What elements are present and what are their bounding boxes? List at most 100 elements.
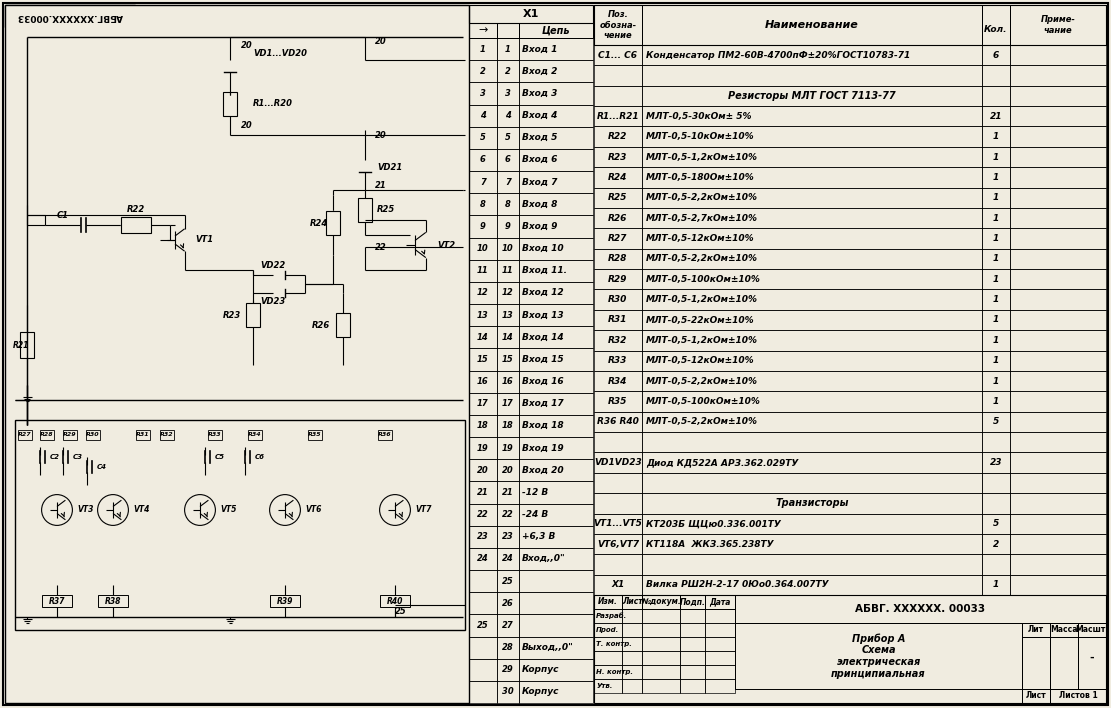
Bar: [86, 430, 100, 440]
Bar: [594, 651, 622, 665]
Bar: [642, 229, 982, 249]
Text: 1: 1: [993, 295, 999, 304]
Bar: [735, 595, 1105, 623]
Text: 1: 1: [993, 275, 999, 284]
Text: 2: 2: [506, 67, 511, 76]
Bar: [1078, 623, 1105, 637]
Bar: [1010, 452, 1105, 473]
Text: Вход 12: Вход 12: [522, 288, 563, 297]
Text: VT4: VT4: [133, 506, 149, 515]
Bar: [16, 420, 466, 630]
Bar: [497, 503, 519, 525]
Bar: [982, 45, 1010, 65]
Polygon shape: [273, 289, 286, 297]
Text: R28: R28: [609, 254, 628, 263]
Bar: [519, 615, 593, 636]
Bar: [469, 193, 497, 215]
Text: 1: 1: [993, 214, 999, 222]
Text: Корпус: Корпус: [522, 687, 560, 697]
Text: Прибор А
Схема
электрическая
принципиальная: Прибор А Схема электрическая принципиаль…: [831, 634, 925, 679]
Text: 19: 19: [502, 444, 514, 452]
Bar: [594, 534, 642, 554]
Text: X1: X1: [611, 581, 624, 589]
Text: Т. контр.: Т. контр.: [595, 641, 632, 647]
Bar: [497, 615, 519, 636]
Bar: [1010, 86, 1105, 106]
Bar: [705, 637, 735, 651]
Bar: [497, 282, 519, 304]
Text: 18: 18: [477, 421, 489, 430]
Bar: [594, 350, 642, 371]
Text: МЛТ-0,5-22кОм±10%: МЛТ-0,5-22кОм±10%: [645, 316, 754, 324]
Text: R26: R26: [312, 321, 330, 329]
Bar: [1010, 229, 1105, 249]
Bar: [642, 513, 982, 534]
Bar: [982, 290, 1010, 310]
Text: R27: R27: [609, 234, 628, 243]
Bar: [497, 481, 519, 503]
Text: 20: 20: [502, 466, 514, 475]
Bar: [982, 269, 1010, 290]
Bar: [594, 167, 642, 188]
Bar: [469, 105, 497, 127]
Bar: [1022, 637, 1050, 689]
Bar: [982, 554, 1010, 575]
Bar: [1078, 637, 1105, 689]
Bar: [519, 459, 593, 481]
Bar: [642, 595, 680, 609]
Bar: [469, 615, 497, 636]
Bar: [594, 595, 1105, 703]
Bar: [594, 609, 622, 623]
Bar: [336, 313, 350, 337]
Text: Н. контр.: Н. контр.: [595, 669, 633, 675]
Bar: [469, 503, 497, 525]
Bar: [497, 260, 519, 282]
Text: Масшт.: Масшт.: [1075, 625, 1109, 634]
Text: C4: C4: [97, 464, 107, 470]
Text: Транзисторы: Транзисторы: [775, 498, 849, 508]
Bar: [705, 623, 735, 637]
Text: 5: 5: [506, 133, 511, 142]
Text: VD21: VD21: [377, 163, 402, 171]
Bar: [519, 38, 593, 60]
Text: VD22: VD22: [260, 261, 286, 270]
Bar: [1010, 147, 1105, 167]
Text: МЛТ-0,5-2,2кОм±10%: МЛТ-0,5-2,2кОм±10%: [645, 417, 758, 426]
Text: 20: 20: [477, 466, 489, 475]
Text: C2: C2: [50, 454, 60, 460]
Bar: [642, 127, 982, 147]
Text: Вход,,0": Вход,,0": [522, 554, 565, 564]
Text: Резисторы МЛТ ГОСТ 7113-77: Резисторы МЛТ ГОСТ 7113-77: [728, 91, 895, 101]
Bar: [1010, 473, 1105, 493]
Bar: [469, 260, 497, 282]
Text: 3: 3: [480, 89, 486, 98]
Text: КТ203Б ЩЦю0.336.001ТУ: КТ203Б ЩЦю0.336.001ТУ: [645, 519, 781, 528]
Text: №докум.: №докум.: [641, 598, 681, 607]
Text: Разраб.: Разраб.: [595, 612, 628, 620]
Bar: [497, 437, 519, 459]
Bar: [497, 127, 519, 149]
Bar: [642, 5, 982, 45]
Text: R34: R34: [609, 377, 628, 386]
Text: Диод КД522А АРЗ.362.029ТУ: Диод КД522А АРЗ.362.029ТУ: [645, 458, 799, 467]
Text: 24: 24: [477, 554, 489, 564]
Bar: [594, 5, 642, 45]
Text: 28: 28: [502, 643, 514, 652]
Bar: [519, 82, 593, 105]
Bar: [497, 237, 519, 260]
Text: 5: 5: [480, 133, 486, 142]
Bar: [622, 651, 642, 665]
Text: Вход 15: Вход 15: [522, 355, 563, 364]
Bar: [594, 513, 642, 534]
Bar: [519, 548, 593, 570]
Text: R27: R27: [18, 433, 32, 438]
Bar: [594, 452, 642, 473]
Bar: [735, 623, 1022, 689]
Bar: [622, 665, 642, 679]
Bar: [1010, 493, 1105, 513]
Text: 1: 1: [993, 152, 999, 161]
Bar: [1010, 330, 1105, 350]
Bar: [519, 636, 593, 658]
Text: 18: 18: [502, 421, 514, 430]
Text: 11: 11: [502, 266, 514, 275]
